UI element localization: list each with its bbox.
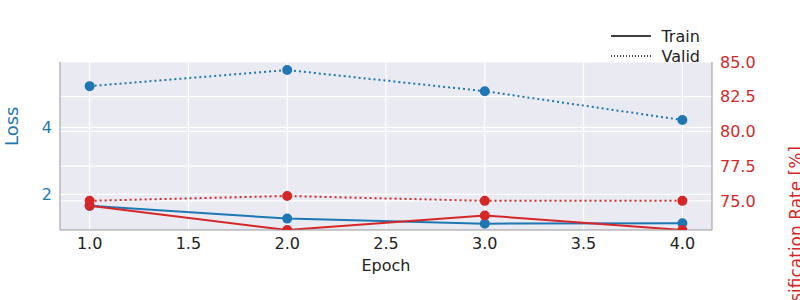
svg-text:75.0: 75.0 bbox=[720, 192, 756, 211]
svg-text:4.0: 4.0 bbox=[670, 234, 695, 253]
html-text:Valid: Valid bbox=[661, 46, 700, 66]
svg-text:77.5: 77.5 bbox=[720, 157, 756, 176]
svg-text:2.0: 2.0 bbox=[274, 234, 299, 253]
svg-text:3.0: 3.0 bbox=[472, 234, 497, 253]
svg-text:82.5: 82.5 bbox=[720, 87, 756, 106]
svg-text:2.5: 2.5 bbox=[373, 234, 398, 253]
html-text:Train: Train bbox=[661, 26, 700, 46]
svg-text:4: 4 bbox=[42, 118, 52, 137]
svg-text:Loss: Loss bbox=[8, 107, 22, 146]
svg-text:Epoch: Epoch bbox=[362, 256, 411, 275]
svg-text:1.5: 1.5 bbox=[176, 234, 201, 253]
svg-text:Misclassification Rate [%]: Misclassification Rate [%] bbox=[786, 146, 792, 300]
svg-text:1.0: 1.0 bbox=[77, 234, 102, 253]
svg-text:2: 2 bbox=[42, 185, 52, 204]
svg-text:85.0: 85.0 bbox=[720, 53, 756, 72]
svg-text:3.5: 3.5 bbox=[571, 234, 596, 253]
svg-text:80.0: 80.0 bbox=[720, 122, 756, 141]
